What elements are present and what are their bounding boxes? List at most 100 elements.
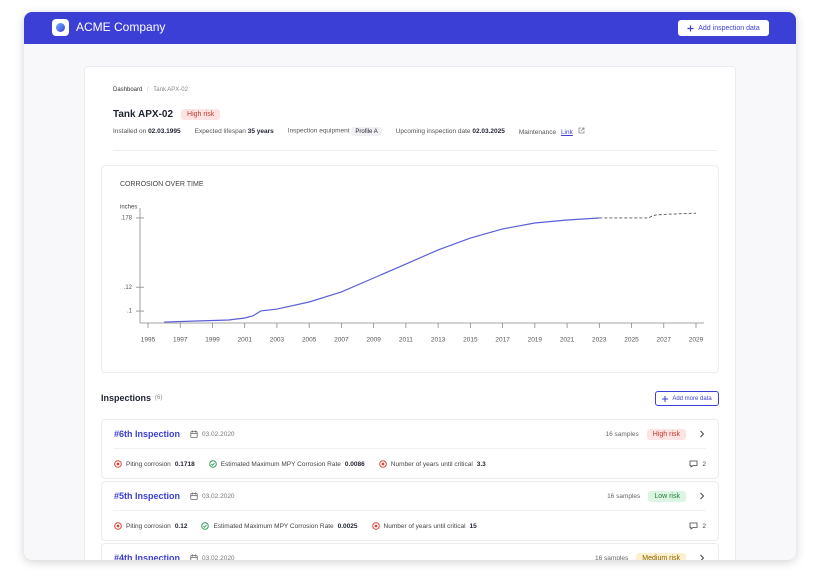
date-text: 03.02.2020 xyxy=(202,554,235,561)
chevron-icon[interactable] xyxy=(698,430,706,438)
x-tick-label: 1997 xyxy=(173,337,188,344)
inspection-name[interactable]: #4th Inspection xyxy=(114,553,181,560)
samples: 16 samples xyxy=(607,492,641,500)
meta-value: 35 years xyxy=(247,128,274,135)
app-window: ACME Company Add inspection data Dashboa… xyxy=(24,12,796,560)
metric-label: Estimated Maximum MPY Corrosion Rate xyxy=(213,522,334,530)
company-name: ACME Company xyxy=(76,20,166,34)
x-tick-label: 2021 xyxy=(560,337,575,344)
y-tick-label: .12 xyxy=(124,285,133,291)
meta-label: Inspection equipment xyxy=(287,127,350,135)
error-icon xyxy=(114,522,122,530)
tank-title: Tank APX-02 xyxy=(113,109,174,120)
x-tick-label: 2015 xyxy=(463,337,478,344)
button-label: Add inspection data xyxy=(698,24,760,32)
x-tick-label: 1995 xyxy=(141,337,156,344)
inspection-card[interactable]: #5th Inspection 03.02.2020 16 samples Low r… xyxy=(101,481,719,541)
comment-icon xyxy=(689,522,698,530)
divider xyxy=(113,150,717,151)
metric-value: 0.1718 xyxy=(174,460,195,468)
breadcrumb-current: Tank APX-02 xyxy=(153,87,188,93)
metric: Estimated Maximum MPY Corrosion Rate 0.00… xyxy=(201,522,358,530)
plus-icon xyxy=(662,395,669,402)
chart: CORROSION OVER TIME inches .1 .12 .178 1995… xyxy=(120,181,704,344)
date-text: 03.02.2020 xyxy=(202,430,235,438)
meta-item: Installed on 02.03.1995 xyxy=(113,128,181,135)
success-icon xyxy=(208,460,217,468)
inspection-card[interactable]: #6th Inspection 03.02.2020 16 samples High … xyxy=(101,419,719,479)
chevron-icon[interactable] xyxy=(698,554,706,560)
tank-meta: Installed on 02.03.1995 Expected lifespa… xyxy=(113,127,585,136)
chart-card: CORROSION OVER TIME inches .1 .12 .178 1995… xyxy=(101,165,719,373)
comments[interactable]: 2 xyxy=(689,522,706,530)
x-tick-label: 2013 xyxy=(431,337,446,344)
meta-label: Expected lifespan xyxy=(194,128,246,135)
metric: Number of years until critical 15 xyxy=(371,522,477,530)
metric: Piting corrosion 0.12 xyxy=(114,522,187,530)
meta-item: Expected lifespan 35 years xyxy=(195,128,274,135)
inspection-name[interactable]: #5th Inspection xyxy=(114,491,181,501)
x-tick-label: 2025 xyxy=(624,337,639,344)
meta-item: Upcoming inspection date 02.03.2025 xyxy=(396,128,505,135)
inspections-count: (6) xyxy=(155,395,163,401)
breadcrumb: Dashboard / Tank APX-02 xyxy=(113,87,188,93)
comments[interactable]: 2 xyxy=(689,460,706,468)
metric-value: 15 xyxy=(469,522,477,530)
meta-chip: Profile A xyxy=(351,127,382,136)
calendar-icon xyxy=(190,492,198,500)
button-label: Add more data xyxy=(672,395,712,402)
metric-value: 3.3 xyxy=(476,460,486,468)
meta-item: Maintenance Link xyxy=(519,127,585,136)
calendar-icon xyxy=(190,430,198,438)
meta-item: Inspection equipment Profile A xyxy=(288,127,382,136)
inspection-name[interactable]: #6th Inspection xyxy=(114,429,181,439)
error-icon xyxy=(378,460,387,468)
plus-icon xyxy=(687,25,694,31)
chevron-icon[interactable] xyxy=(698,492,706,500)
inspection-date: 03.02.2020 xyxy=(190,492,235,500)
inspection-date: 03.02.2020 xyxy=(190,554,235,560)
breadcrumb-separator: / xyxy=(147,87,149,93)
inspection-header: #4th Inspection 03.02.2020 16 samples Mediu… xyxy=(114,544,706,560)
x-tick-label: 2017 xyxy=(495,337,510,344)
meta-value: 02.03.2025 xyxy=(472,128,505,135)
metric: Estimated Maximum MPY Corrosion Rate 0.00… xyxy=(208,460,365,468)
x-tick-label: 2007 xyxy=(334,337,349,344)
x-tick-label: 2011 xyxy=(399,337,413,344)
samples: 16 samples xyxy=(605,430,639,438)
inspection-metrics: Piting corrosion 0.12 Estimated Maximum MP… xyxy=(114,511,706,541)
series-line xyxy=(164,217,600,323)
metric-label: Number of years until critical xyxy=(390,460,473,468)
x-tick-label: 2001 xyxy=(237,337,252,344)
inspections-title: Inspections xyxy=(101,393,152,403)
x-tick-label: 2023 xyxy=(592,337,607,344)
metric-label: Number of years until critical xyxy=(383,522,466,530)
inspection-header: #6th Inspection 03.02.2020 16 samples High … xyxy=(114,420,706,449)
x-tick-label: 2029 xyxy=(689,337,704,344)
risk-badge: Low risk xyxy=(648,490,686,502)
add-inspection-button[interactable]: Add inspection data xyxy=(678,20,769,36)
inspection-card[interactable]: #4th Inspection 03.02.2020 16 samples Mediu… xyxy=(101,543,719,560)
y-tick-label: .178 xyxy=(120,216,132,222)
calendar-icon xyxy=(190,554,198,560)
tank-heading: Tank APX-02 High risk xyxy=(113,109,221,120)
x-tick-label: 1999 xyxy=(205,337,220,344)
metric-label: Piting corrosion xyxy=(126,460,171,468)
breadcrumb-link[interactable]: Dashboard xyxy=(113,87,143,93)
risk-badge: Medium risk xyxy=(636,552,686,560)
meta-label: Installed on xyxy=(113,128,147,135)
x-tick-label: 2019 xyxy=(528,337,543,344)
logo xyxy=(52,19,69,36)
inspection-header: #5th Inspection 03.02.2020 16 samples Low r… xyxy=(114,482,706,511)
x-tick-label: 2005 xyxy=(302,337,317,344)
risk-badge: High risk xyxy=(646,428,686,440)
inspection-date: 03.02.2020 xyxy=(190,430,235,438)
top-bar: ACME Company Add inspection data xyxy=(24,12,796,44)
x-tick-label: 2027 xyxy=(657,337,672,344)
add-more-data-button[interactable]: Add more data xyxy=(655,391,719,406)
maintenance-link[interactable]: Link xyxy=(560,129,573,136)
metric-value: 0.12 xyxy=(174,522,188,530)
inspection-metrics: Piting corrosion 0.1718 Estimated Maximum … xyxy=(114,449,706,479)
series-line xyxy=(599,212,697,219)
